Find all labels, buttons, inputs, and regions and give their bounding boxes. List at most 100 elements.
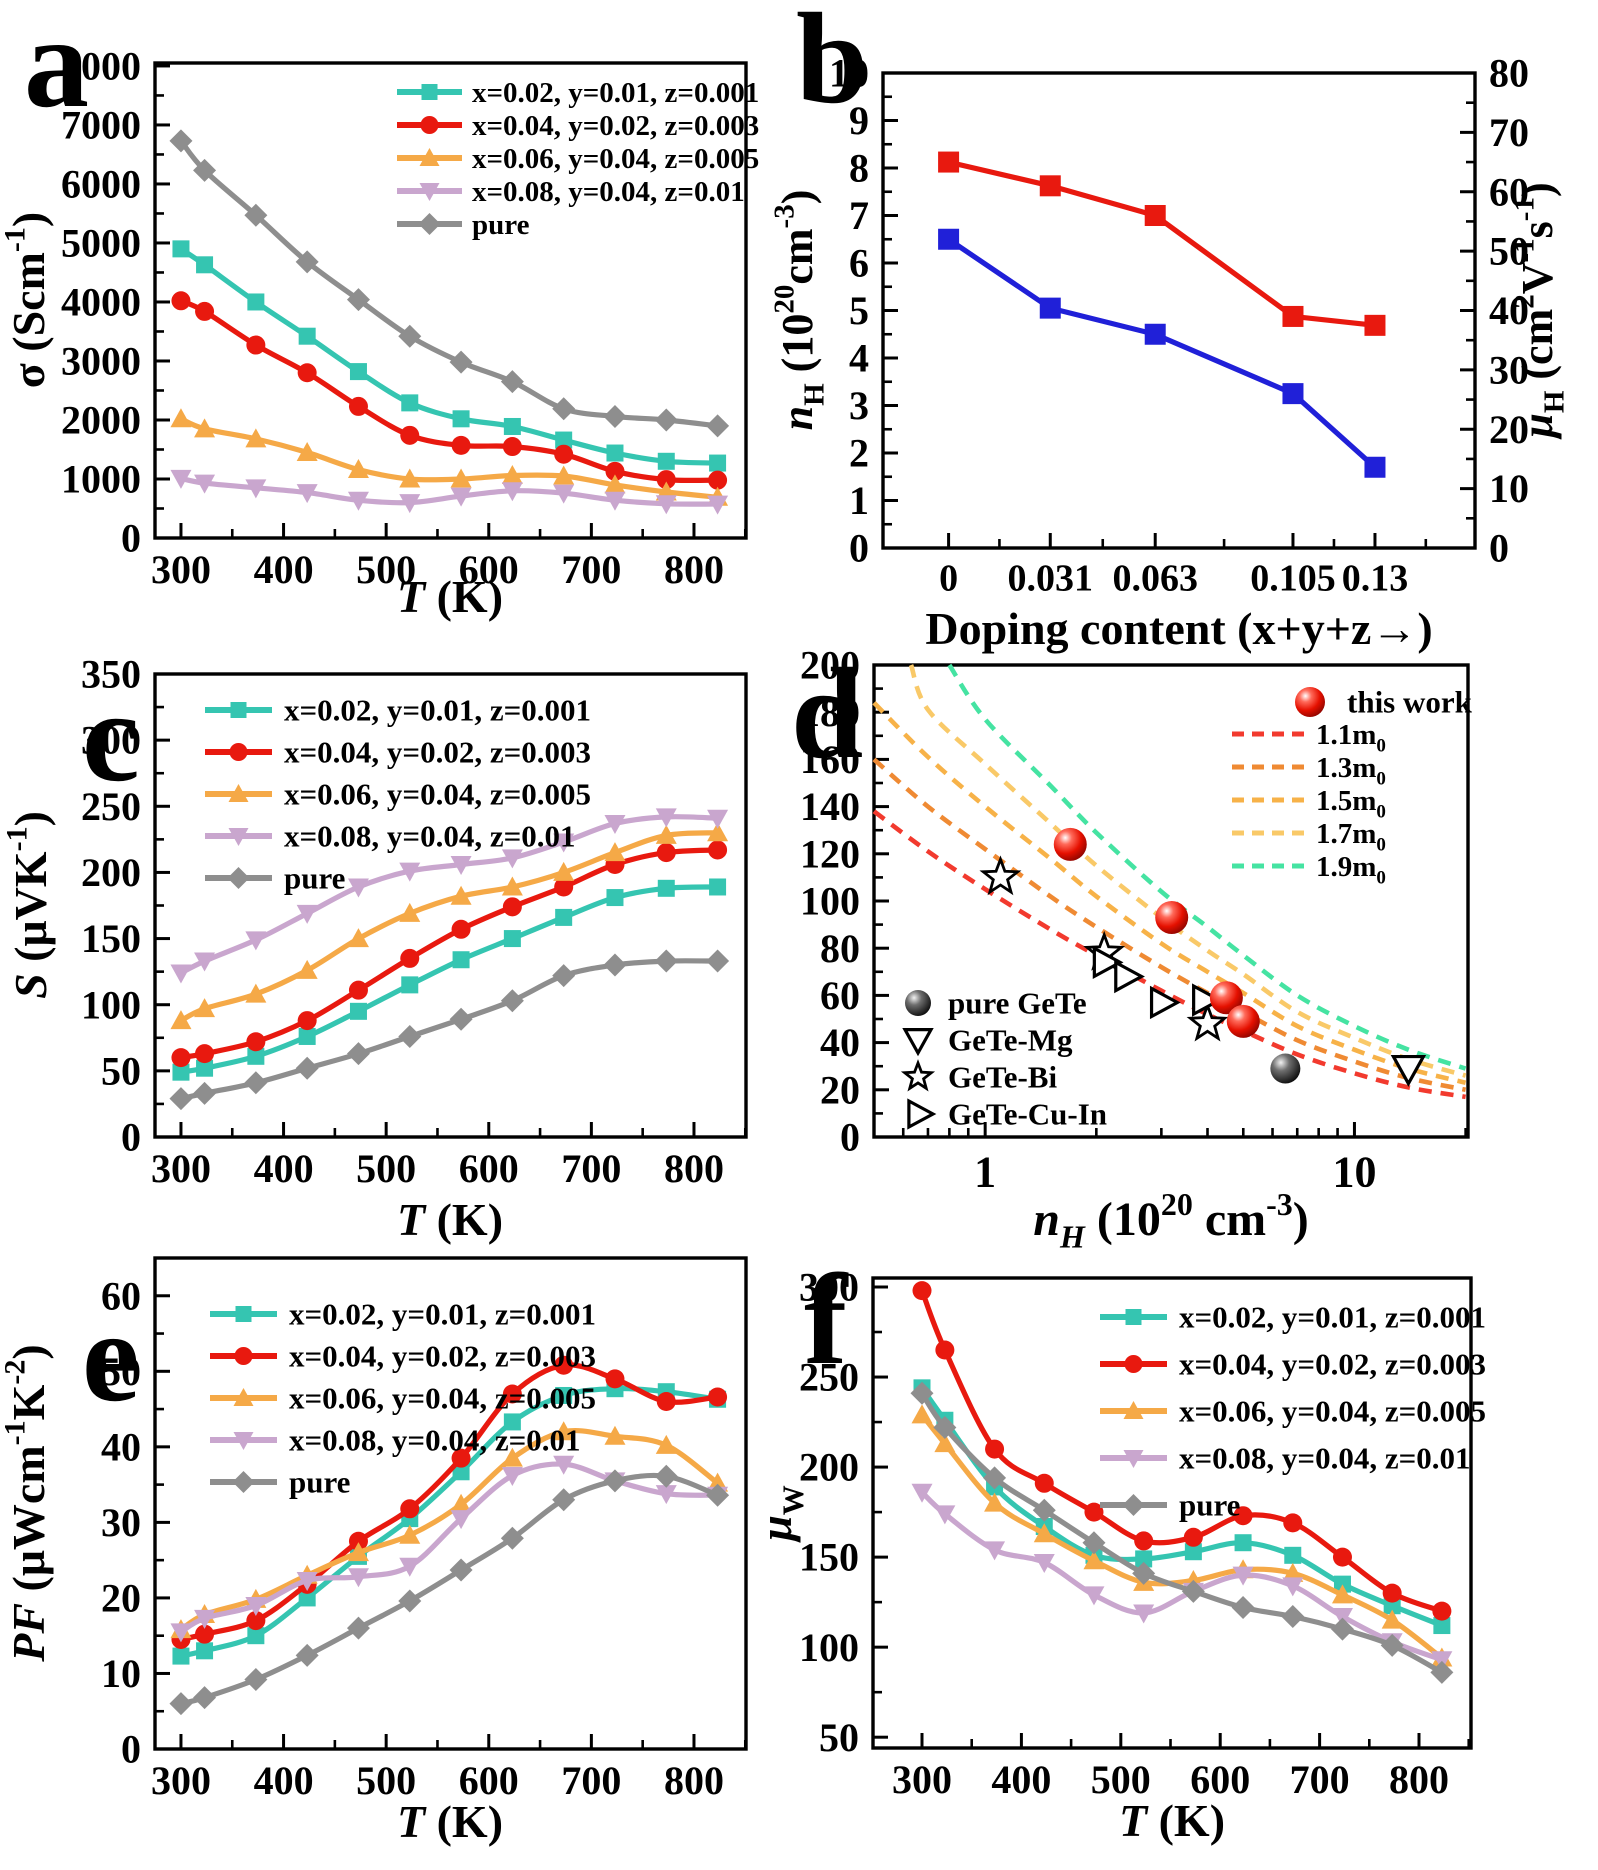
diamond-marker [449, 1558, 473, 1582]
diamond-marker [552, 1488, 576, 1512]
tri-up-marker [399, 1524, 421, 1544]
panel-d: 1 10 nH (1020 cm-3) 02040608010012014016018… [800, 643, 1473, 1255]
tri-down-marker [1232, 1566, 1254, 1586]
diamond-marker [193, 158, 217, 182]
panel-b-x-tick-label: 0.13 [1342, 558, 1409, 600]
circle-marker [1283, 1513, 1303, 1533]
tri-up-legend-marker [1123, 1401, 1144, 1419]
panel-b-y2-axis: 0 10 20 30 40 50 60 70 80 [1460, 51, 1529, 571]
panel-f-series-x002 [913, 1379, 1451, 1635]
panel-a-series-x006 [170, 408, 729, 506]
panel-b-y-tick-label: 3 [849, 383, 869, 428]
panel-b-y-tick-label: 0 [849, 526, 869, 571]
panel-b-x-tick-label: 0.105 [1250, 558, 1336, 600]
panel-c-y-tick-label: 100 [81, 982, 141, 1027]
diamond-marker [552, 964, 576, 988]
diamond-marker [295, 1056, 319, 1080]
tri-up-legend-marker [233, 1388, 254, 1406]
tri-down-marker [604, 814, 626, 834]
circle-marker [935, 1340, 955, 1360]
diamond-marker [706, 1483, 730, 1507]
diamond-legend-marker [418, 213, 441, 235]
diamond-marker [398, 1024, 422, 1048]
circle-marker [400, 948, 420, 968]
circle-marker [195, 301, 215, 321]
panel-b-y2-tick-label: 80 [1489, 51, 1529, 96]
panel-c: 300 400 500 600 700 800 T (K) 0 50 100 150 200 250 30… [1, 652, 748, 1245]
panel-b-y2-tick-label: 60 [1489, 169, 1529, 214]
GeTe-Bi-marker [979, 855, 1022, 896]
square-marker [196, 1642, 214, 1660]
diamond-marker [295, 250, 319, 274]
tri-up-marker [1381, 1609, 1403, 1629]
svg-text:1.5m0: 1.5m0 [1316, 785, 1386, 823]
GeTe-Bi-marker [1186, 1001, 1229, 1042]
panel-a-x-tick-label: 700 [561, 547, 621, 592]
circle-marker [554, 1355, 574, 1375]
tri-down-marker [347, 1568, 369, 1588]
pure-GeTe-legend-marker [905, 990, 931, 1016]
tri-up-marker [553, 465, 575, 485]
circle-marker [1233, 1506, 1253, 1526]
square-marker [298, 327, 316, 345]
panel-b-y-tick-label: 7 [849, 193, 869, 238]
circle-marker [1183, 1527, 1203, 1547]
panel-b-y2-tick-label: 0 [1489, 526, 1509, 571]
svg-text:T (K): T (K) [397, 1796, 503, 1847]
circle-marker [171, 1048, 191, 1068]
square-marker [1144, 205, 1166, 226]
square-marker [298, 1027, 316, 1045]
tri-up-marker [450, 468, 472, 488]
tri-up-marker [399, 902, 421, 922]
diamond-marker [346, 288, 370, 312]
tri-down-legend-marker [233, 1432, 254, 1450]
tri-down-marker [984, 1541, 1006, 1561]
tri-down-marker [347, 491, 369, 511]
panel-f-legend-label: x=0.08, y=0.04, z=0.01 [1179, 1441, 1471, 1476]
panel-b-y-tick-label: 4 [849, 336, 869, 381]
panel-a-legend-label: pure [472, 209, 530, 241]
tri-up-marker [170, 1010, 192, 1030]
panel-c-y-tick-label: 350 [81, 652, 141, 697]
square-marker [709, 878, 727, 896]
tri-down-marker [170, 964, 192, 984]
tri-up-marker [604, 842, 626, 862]
square-marker [1282, 305, 1304, 327]
tri-down-marker [934, 1505, 956, 1525]
this-work-legend-marker [1295, 687, 1325, 717]
diamond-marker [603, 1469, 627, 1493]
svg-text:PF (μWcm-1K-2): PF (μWcm-1K-2) [0, 1344, 54, 1663]
panel-c-series-pure [169, 949, 730, 1111]
tri-up-marker [170, 408, 192, 428]
panel-c-legend-label: x=0.02, y=0.01, z=0.001 [284, 693, 591, 728]
this-work-marker [1226, 1004, 1260, 1038]
panel-b-series-hall-mobility [938, 151, 1386, 336]
tri-down-marker [194, 1609, 216, 1629]
square-marker [298, 1589, 316, 1607]
square-marker [1364, 314, 1386, 336]
panel-f-x-tick-label: 800 [1389, 1757, 1449, 1802]
panel-b-frame [881, 71, 1477, 550]
panel-b-x-tick-label: 0.063 [1112, 558, 1198, 600]
circle-marker [656, 470, 676, 490]
diamond-marker [244, 203, 268, 227]
panel-c-legend-label: x=0.08, y=0.04, z=0.01 [284, 819, 576, 854]
panel-c-x-tick-label: 600 [459, 1146, 519, 1191]
square-marker [1333, 1575, 1351, 1593]
tri-up-marker [296, 441, 318, 461]
panel-e-legend: x=0.02, y=0.01, z=0.001 x=0.04, y=0.02, z… [210, 1297, 596, 1500]
diamond-marker [398, 324, 422, 348]
panel-d-curve-mass-1.1m0 [872, 809, 1466, 1100]
panel-e-frame [153, 1256, 748, 1751]
tri-up-marker [450, 1493, 472, 1513]
panel-b-y2-tick-label: 40 [1489, 288, 1529, 333]
square-marker [452, 410, 470, 428]
mass-curve-legend-label: 1.7m0 [1316, 818, 1386, 856]
panel-c-y-tick-label: 50 [101, 1048, 141, 1093]
circle-marker [451, 435, 471, 455]
tri-up-marker [501, 1447, 523, 1467]
tri-down-marker [399, 862, 421, 882]
square-marker [709, 454, 727, 472]
